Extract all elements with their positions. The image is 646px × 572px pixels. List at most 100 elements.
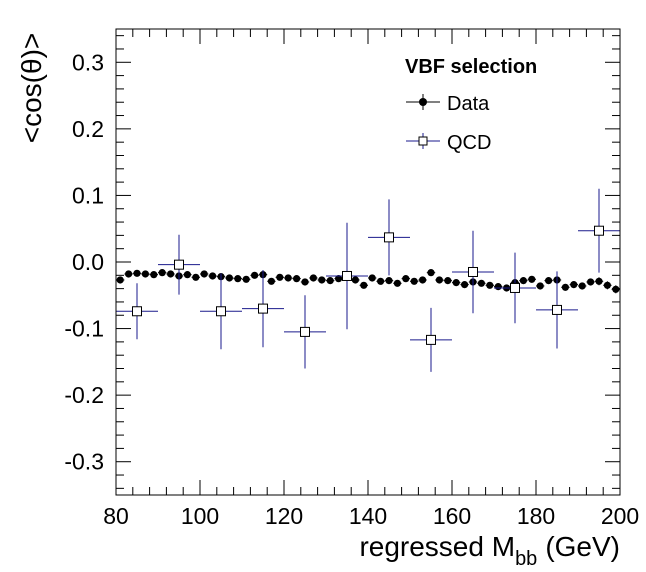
data-marker: [351, 276, 359, 284]
data-point: [611, 285, 620, 294]
data-point: [116, 276, 125, 284]
data-marker: [410, 277, 418, 285]
qcd-marker: [552, 304, 562, 315]
y-tick-label: 0.3: [72, 49, 104, 75]
data-point: [141, 270, 150, 278]
data-point: [536, 271, 578, 349]
data-marker: [158, 269, 166, 277]
data-marker: [141, 270, 149, 278]
y-axis-title: <cos(θ)>: [16, 33, 47, 144]
x-tick-label: 140: [349, 503, 387, 529]
qcd-marker: [468, 266, 478, 277]
y-tick-label: -0.1: [64, 316, 104, 342]
data-marker: [225, 274, 233, 282]
qcd-marker: [510, 282, 520, 293]
data-point: [225, 274, 234, 282]
data-point: [460, 281, 469, 289]
data-marker: [536, 282, 544, 290]
series-qcd: [116, 188, 620, 372]
data-point: [275, 273, 284, 281]
data-marker: [318, 276, 326, 284]
data-point: [200, 270, 209, 278]
qcd-marker: [258, 303, 268, 314]
data-point: [351, 276, 360, 284]
y-tick-label: 0.2: [72, 116, 104, 142]
legend-data-label: Data: [447, 93, 490, 115]
data-marker: [335, 275, 343, 283]
data-marker: [309, 274, 317, 282]
data-point: [594, 277, 604, 286]
data-point: [267, 277, 276, 285]
data-point: [359, 281, 368, 289]
data-marker: [284, 274, 292, 282]
data-point: [494, 252, 536, 324]
qcd-marker: [132, 306, 142, 317]
data-marker: [116, 276, 124, 284]
data-point: [166, 270, 175, 278]
data-point: [401, 275, 410, 283]
x-tick-label: 120: [265, 503, 303, 529]
data-marker: [377, 277, 385, 285]
plot-frame: [115, 28, 621, 496]
data-marker: [301, 278, 309, 286]
data-marker: [595, 277, 603, 285]
qcd-marker: [384, 232, 394, 243]
data-marker: [276, 273, 284, 281]
data-point: [393, 279, 402, 287]
data-point: [284, 274, 293, 282]
data-marker: [326, 277, 334, 285]
data-marker: [183, 271, 191, 279]
data-point: [586, 278, 595, 286]
data-point: [452, 230, 494, 314]
data-marker: [578, 282, 586, 290]
data-point: [124, 270, 133, 278]
data-marker: [242, 275, 250, 283]
data-point: [519, 277, 528, 285]
data-point: [158, 234, 200, 295]
legend-entry-data: Data: [406, 93, 490, 115]
data-marker: [293, 275, 301, 283]
data-marker: [545, 277, 553, 285]
data-marker: [150, 271, 158, 279]
data-marker: [234, 275, 242, 283]
x-tick-label: 180: [517, 503, 555, 529]
data-point: [250, 271, 259, 279]
data-point: [300, 278, 310, 286]
data-point: [242, 269, 284, 348]
data-point: [132, 269, 142, 277]
data-point: [158, 269, 167, 277]
data-marker: [444, 277, 452, 285]
data-marker: [368, 274, 376, 282]
qcd-marker: [174, 259, 184, 270]
qcd-marker: [594, 225, 604, 236]
data-marker: [477, 279, 485, 287]
y-tick-label: 0.0: [72, 249, 104, 275]
data-marker: [570, 281, 578, 289]
data-point: [368, 274, 377, 282]
data-point: [326, 277, 335, 285]
data-point: [183, 271, 192, 279]
data-marker: [209, 272, 217, 280]
data-point: [561, 283, 570, 291]
data-marker: [461, 281, 469, 289]
data-point: [485, 281, 494, 289]
data-marker: [200, 270, 208, 278]
data-point: [603, 281, 612, 290]
data-marker: [528, 275, 536, 283]
data-marker: [603, 281, 612, 289]
y-tick-label: -0.2: [64, 382, 104, 408]
data-marker: [519, 277, 528, 285]
data-marker: [612, 285, 620, 293]
data-point: [242, 275, 251, 283]
data-point: [334, 275, 343, 283]
data-point: [368, 199, 410, 276]
data-marker: [385, 277, 393, 285]
data-point: [443, 277, 452, 285]
data-point: [578, 188, 620, 273]
legend-qcd-marker: [418, 136, 428, 146]
data-point: [116, 283, 158, 340]
data-marker: [192, 273, 200, 281]
y-tick-label: 0.1: [72, 182, 104, 208]
